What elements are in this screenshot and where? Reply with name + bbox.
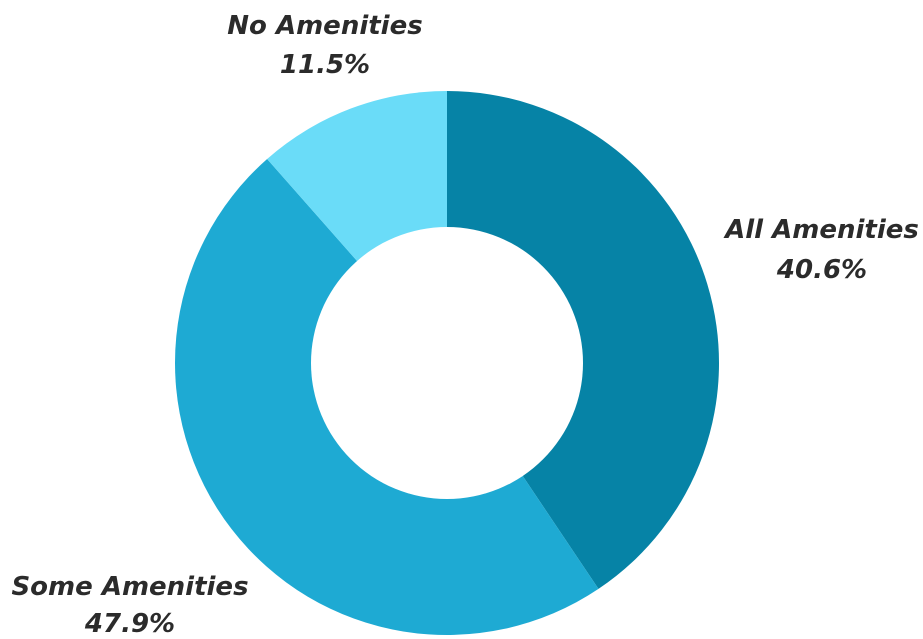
slice-label-name: No Amenities xyxy=(227,11,422,41)
slice-all-amenities xyxy=(447,91,720,589)
slice-label-name: All Amenities xyxy=(723,215,919,245)
donut-hole xyxy=(311,227,583,499)
slice-label-value: 47.9% xyxy=(84,609,175,639)
slice-label-value: 40.6% xyxy=(776,255,867,285)
slice-label-value: 11.5% xyxy=(280,50,370,80)
slice-label-name: Some Amenities xyxy=(11,572,248,602)
slice-labels: All Amenities 40.6% Some Amenities 47.9% No … xyxy=(11,11,918,639)
